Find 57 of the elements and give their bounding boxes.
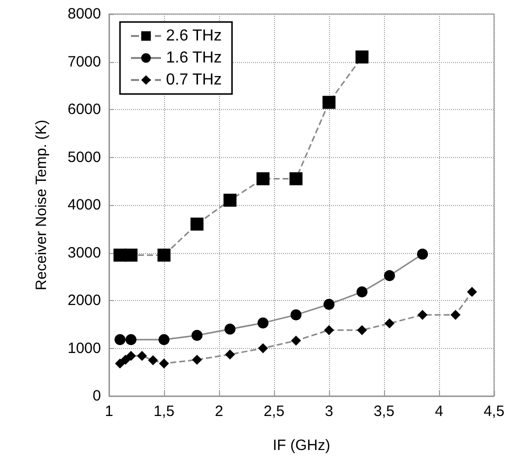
point xyxy=(159,358,169,369)
y-axis-title: Receiver Noise Temp. (K) xyxy=(33,120,50,290)
x-tick-label: 1,5 xyxy=(154,403,174,420)
point xyxy=(291,336,301,346)
point xyxy=(418,310,428,320)
point xyxy=(356,286,368,298)
point xyxy=(322,96,336,109)
point xyxy=(356,50,368,64)
point xyxy=(124,248,138,262)
y-tick-label: 5000 xyxy=(68,148,101,166)
x-axis-title: IF (GHz) xyxy=(272,437,330,454)
point xyxy=(417,248,428,260)
point xyxy=(324,298,334,310)
y-tick-label: 0 xyxy=(92,388,101,404)
legend-label: 0.7 THz xyxy=(166,72,222,88)
x-tick-label: 2 xyxy=(214,403,224,420)
point xyxy=(258,317,268,328)
point xyxy=(258,343,268,354)
point xyxy=(224,324,236,335)
point xyxy=(324,325,334,336)
point xyxy=(256,172,270,186)
x-tick-label: 3 xyxy=(324,403,334,420)
legend-label: 1.6 THz xyxy=(166,50,222,66)
point xyxy=(357,325,367,336)
point xyxy=(290,172,302,186)
point xyxy=(192,354,202,365)
x-tick-label: 3,5 xyxy=(374,403,394,420)
y-tick-label: 6000 xyxy=(68,101,101,118)
y-tick-label: 7000 xyxy=(68,53,101,70)
y-tick-label: 4000 xyxy=(68,196,101,214)
y-tick-label: 8000 xyxy=(68,6,101,22)
y-tick-label: 3000 xyxy=(68,244,101,262)
point xyxy=(158,334,170,346)
point xyxy=(225,349,235,360)
point xyxy=(148,355,158,366)
x-tick-label: 2,5 xyxy=(264,403,284,420)
x-tick-label: 1 xyxy=(104,403,114,420)
point xyxy=(224,194,236,207)
y-tick-label: 1000 xyxy=(68,340,101,357)
point xyxy=(137,350,147,361)
point xyxy=(190,218,204,231)
point xyxy=(290,309,302,320)
point xyxy=(158,248,170,262)
point xyxy=(120,354,130,365)
x-tick-label: 4,5 xyxy=(484,403,504,420)
point xyxy=(384,318,394,328)
legend-label: 2.6 THz xyxy=(166,28,222,44)
point xyxy=(192,330,202,341)
point xyxy=(126,334,136,346)
x-tick-label: 4 xyxy=(434,403,444,420)
point xyxy=(384,270,395,282)
point xyxy=(467,286,477,297)
point xyxy=(115,358,125,369)
point xyxy=(126,350,136,361)
y-tick-label: 2000 xyxy=(68,292,101,309)
point xyxy=(114,334,126,346)
point xyxy=(450,310,460,320)
